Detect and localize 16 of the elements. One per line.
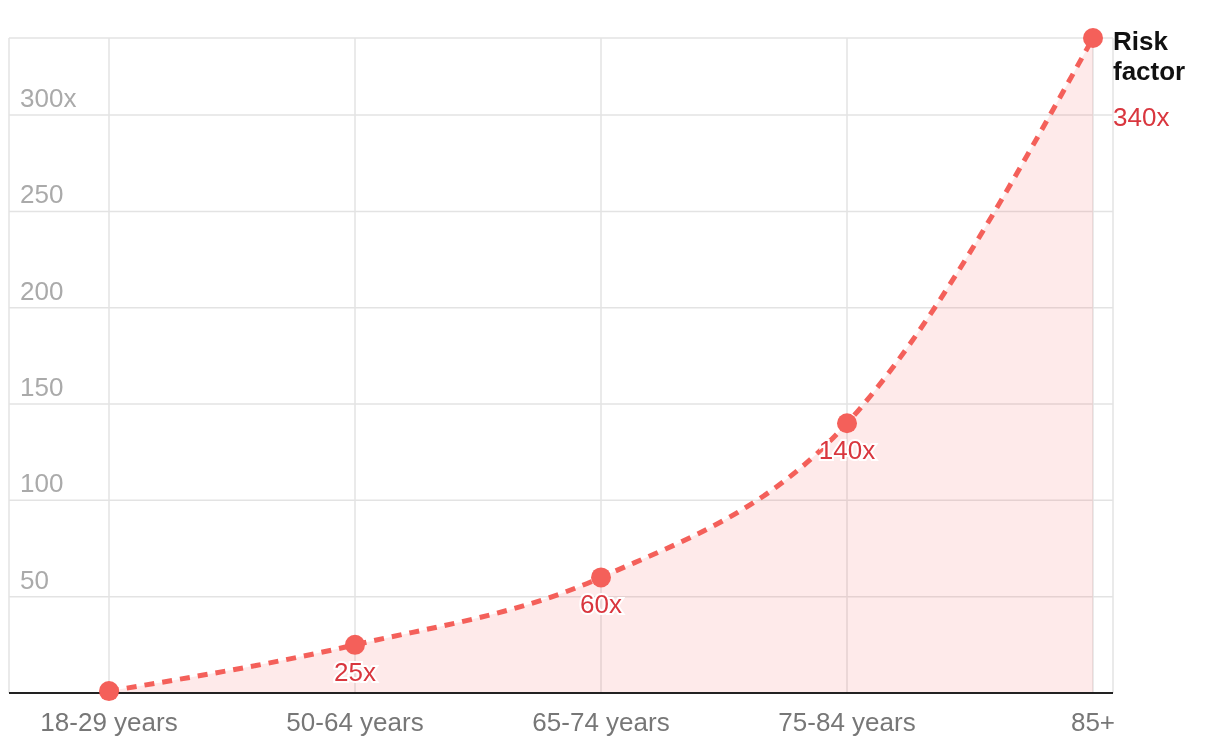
y-tick-label: 300x <box>20 83 77 114</box>
data-label: 340x <box>1113 102 1170 132</box>
y-tick-label: 150 <box>20 372 64 403</box>
x-tick-label: 18-29 years <box>40 707 178 738</box>
y-tick-label: 200 <box>20 275 64 306</box>
y-tick-label: 50 <box>20 564 49 595</box>
series-label: Risk factor <box>1113 26 1186 86</box>
data-label: 60x <box>580 589 622 620</box>
data-label: 25x <box>334 656 376 687</box>
y-tick-label: 250 <box>20 179 64 210</box>
x-tick-label: 85+ <box>1070 707 1116 738</box>
x-tick-label: 75-84 years <box>778 707 916 738</box>
y-tick-label: 100 <box>20 468 64 499</box>
x-tick-label: 65-74 years <box>532 707 670 738</box>
x-tick-label: 50-64 years <box>286 707 424 738</box>
data-label: 140x <box>818 435 876 466</box>
